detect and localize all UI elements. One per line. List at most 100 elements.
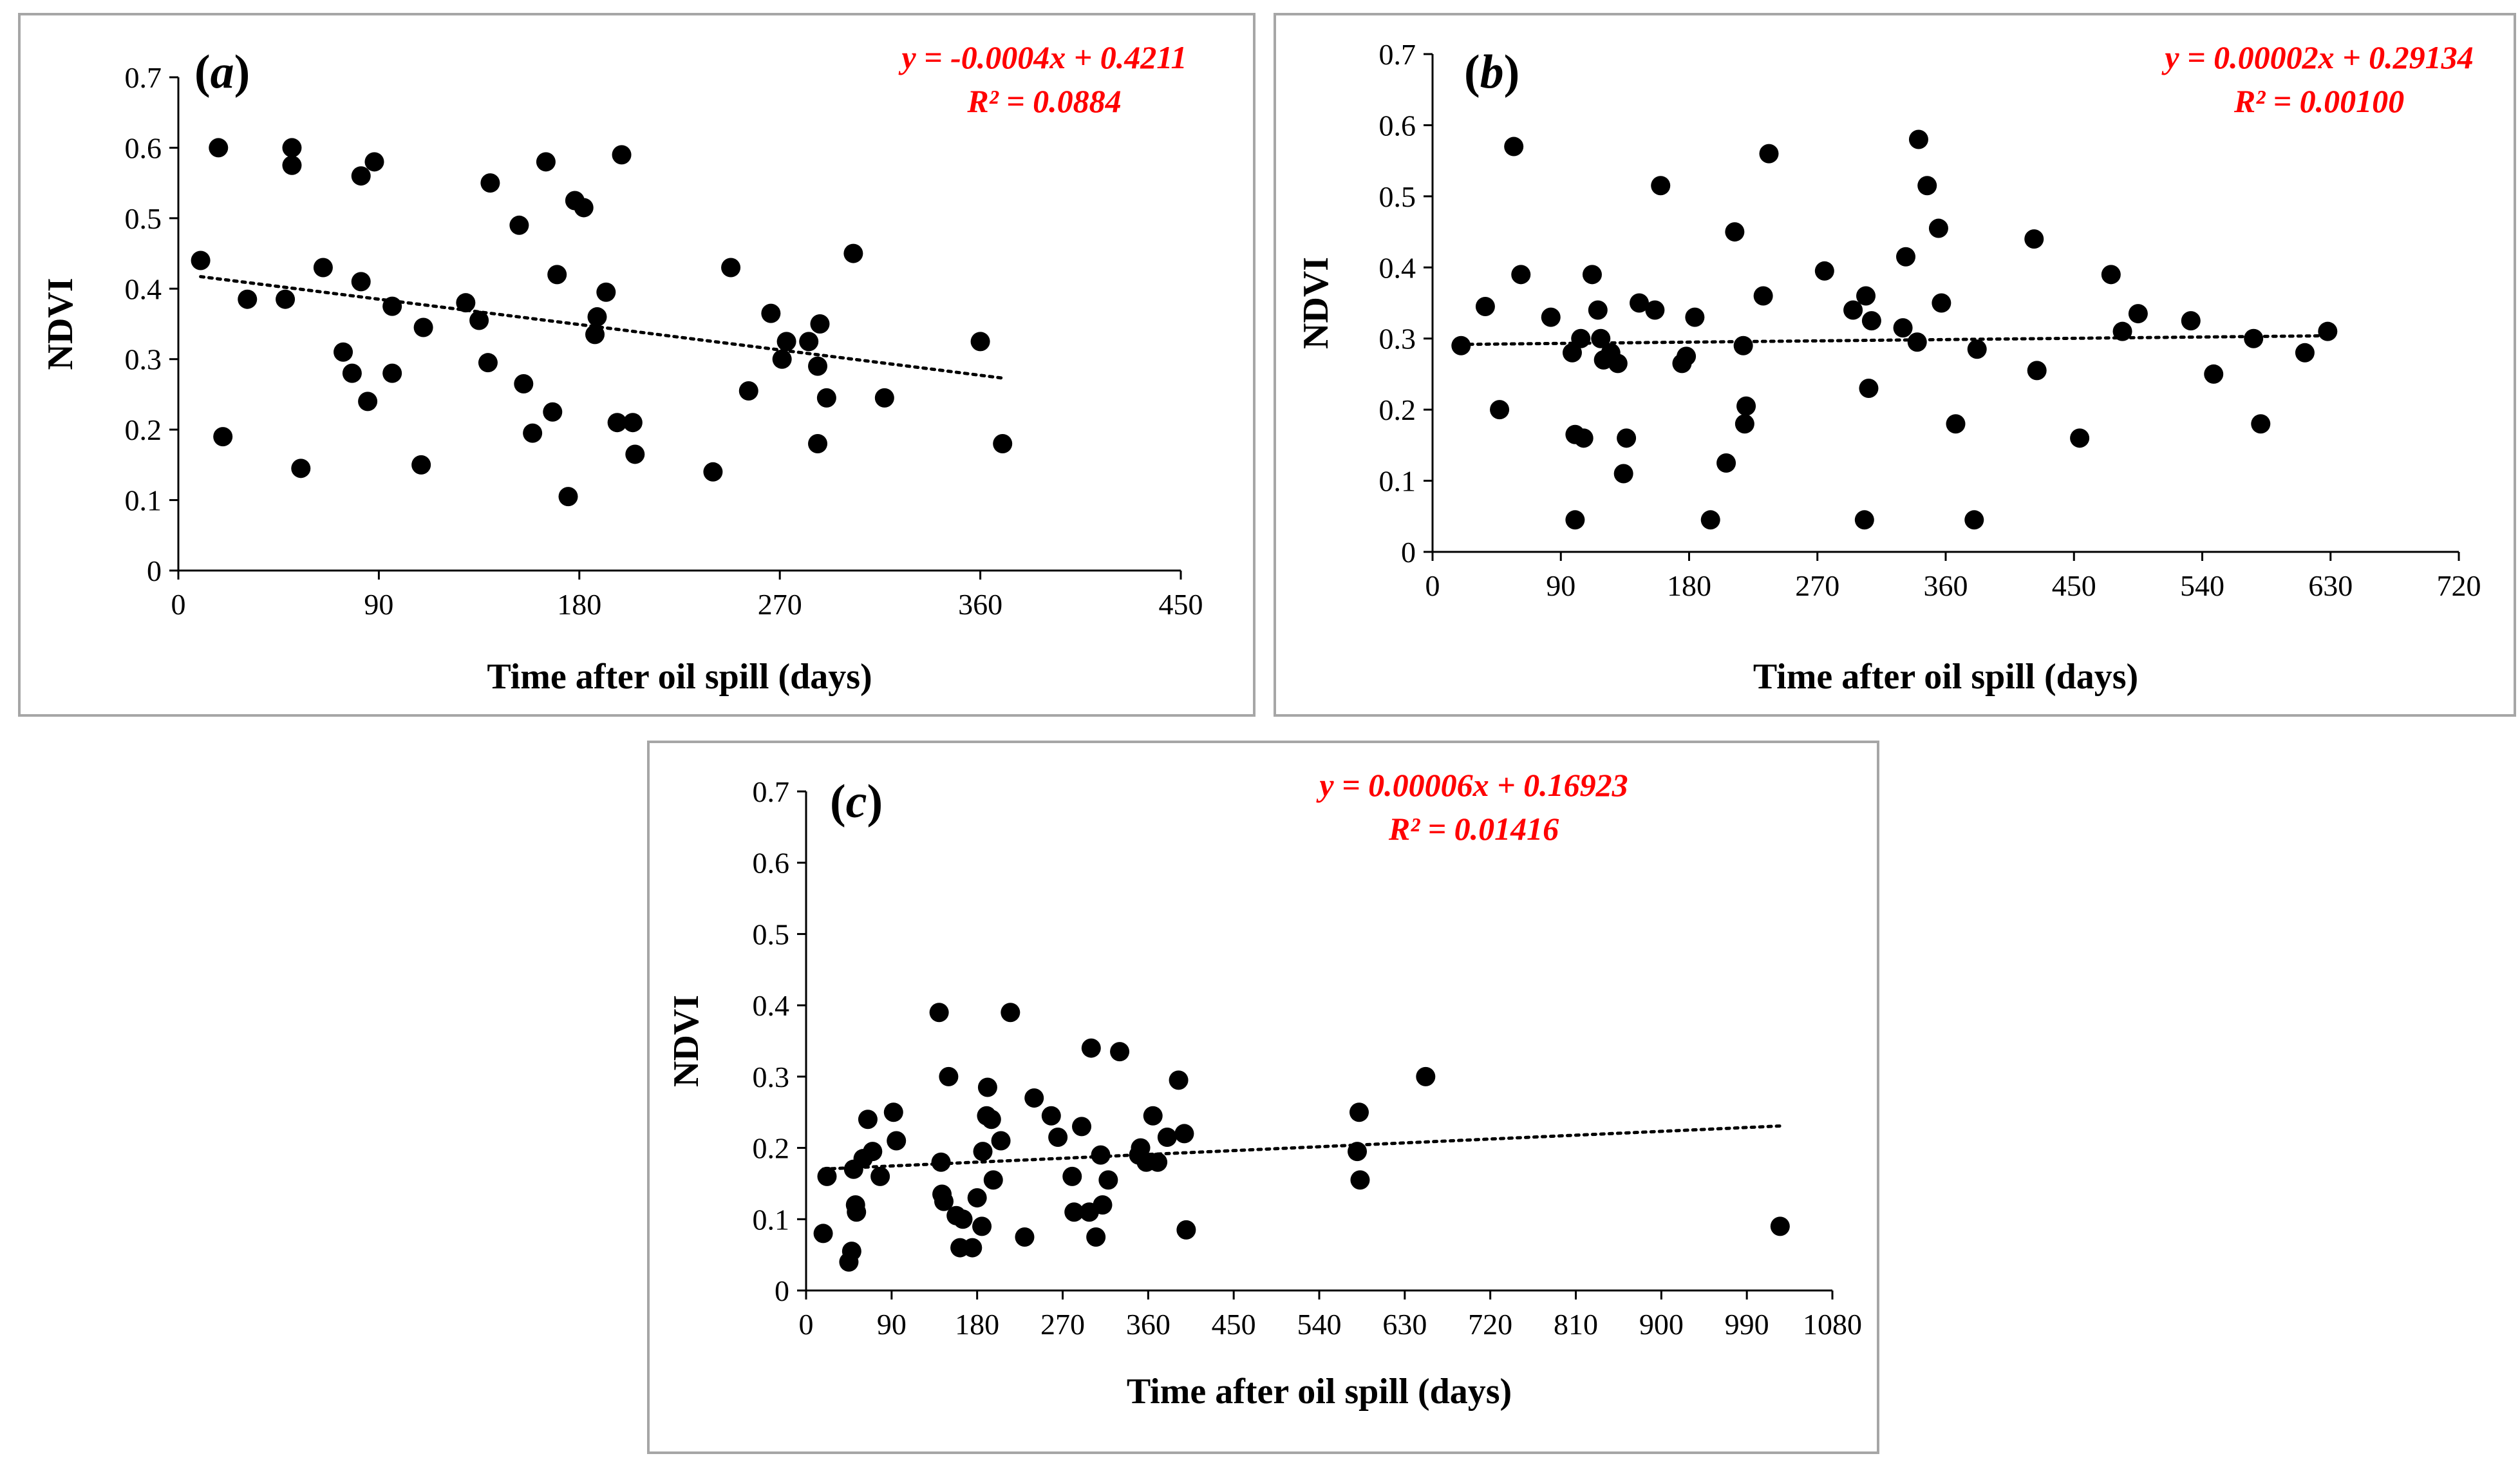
y-axis-title: NDVI: [666, 995, 706, 1087]
data-point: [883, 1102, 903, 1122]
x-tick-label: 540: [1297, 1308, 1342, 1341]
y-tick-label: 0.7: [1379, 38, 1416, 71]
data-point: [939, 1066, 959, 1086]
data-point: [1176, 1220, 1196, 1240]
data-point: [967, 1188, 987, 1208]
x-tick-label: 450: [1212, 1308, 1256, 1341]
data-point: [574, 198, 594, 218]
data-point: [1967, 339, 1987, 359]
data-point: [1562, 343, 1582, 363]
data-point: [2181, 311, 2201, 331]
y-tick-label: 0.2: [1379, 393, 1416, 426]
data-point: [858, 1110, 878, 1129]
data-point: [382, 296, 402, 316]
chart-panel-b: 0 0.1 0.2 0.3 0.4 0.5 0.6 0.7 0 90 180 270 360 450 540…: [1274, 13, 2516, 717]
y-tick-label: 0.4: [1379, 251, 1416, 284]
y-tick-label: 0: [1401, 536, 1416, 569]
data-point: [1041, 1106, 1061, 1126]
y-tick-label: 0.3: [1379, 323, 1416, 355]
data-point: [547, 265, 567, 285]
x-tick-label: 180: [955, 1308, 999, 1341]
data-point: [1148, 1152, 1168, 1172]
data-point: [1856, 286, 1876, 306]
y-tick-label: 0.3: [125, 343, 162, 376]
y-tick-label: 0.6: [125, 131, 162, 164]
data-point: [1350, 1170, 1370, 1190]
data-point: [813, 1224, 833, 1243]
x-tick-label: 90: [364, 588, 393, 621]
data-point: [808, 356, 828, 376]
data-point: [364, 152, 384, 172]
data-point: [509, 215, 529, 235]
data-point: [1651, 176, 1671, 196]
data-point: [1064, 1202, 1084, 1222]
data-point: [963, 1238, 983, 1258]
data-point: [1098, 1170, 1118, 1190]
x-tick-label: 630: [2308, 569, 2353, 602]
data-point: [931, 1152, 951, 1172]
y-tick-label: 0.7: [753, 775, 790, 808]
data-point: [1588, 300, 1608, 320]
data-point: [1608, 354, 1628, 373]
data-point: [1928, 218, 1948, 238]
data-point: [1072, 1117, 1092, 1137]
panel-label: (b): [1464, 46, 1519, 99]
x-tick-label: 180: [1667, 569, 1711, 602]
data-point: [2244, 328, 2264, 348]
data-point: [1582, 265, 1602, 285]
data-point: [983, 1170, 1003, 1190]
data-point: [842, 1242, 861, 1262]
x-tick-label: 450: [1159, 588, 1203, 621]
data-point: [558, 487, 578, 507]
y-axis-title: NDVI: [41, 278, 80, 370]
data-point: [1093, 1195, 1113, 1215]
y-tick-label: 0.3: [753, 1061, 790, 1093]
data-point: [2112, 321, 2132, 341]
data-point: [1843, 300, 1863, 320]
data-point: [977, 1077, 997, 1097]
y-tick-label: 0.6: [753, 847, 790, 880]
data-point: [1511, 265, 1531, 285]
data-point: [1964, 510, 1984, 530]
data-point: [623, 413, 643, 433]
data-point: [1932, 293, 1951, 313]
y-tick-label: 0.1: [1379, 465, 1416, 498]
data-point: [1086, 1227, 1106, 1247]
data-point: [1475, 297, 1495, 317]
data-point: [1015, 1227, 1035, 1247]
data-point: [887, 1131, 907, 1151]
data-point: [2027, 361, 2047, 381]
data-point: [413, 317, 433, 337]
x-tick-label: 90: [1546, 569, 1575, 602]
data-point: [1859, 379, 1879, 399]
data-point: [313, 258, 333, 278]
y-tick-label: 0.4: [125, 272, 162, 305]
data-point: [972, 1216, 992, 1236]
x-tick-label: 360: [958, 588, 1002, 621]
data-point: [1814, 261, 1834, 281]
data-point: [1946, 414, 1966, 434]
data-point: [816, 388, 836, 408]
data-point: [213, 427, 233, 447]
x-tick-label: 540: [2180, 569, 2224, 602]
data-point: [291, 458, 311, 478]
data-point: [2318, 321, 2338, 341]
data-point: [282, 155, 302, 175]
chart-panel-a: 0 0.1 0.2 0.3 0.4 0.5 0.6 0.7 0 90 180 270 360 450 Tim…: [18, 13, 1255, 717]
data-point: [1861, 311, 1881, 331]
x-tick-label: 360: [1126, 1308, 1171, 1341]
data-point: [1081, 1038, 1101, 1058]
data-point: [191, 250, 211, 270]
data-point: [1759, 144, 1779, 164]
x-tick-label: 270: [758, 588, 802, 621]
x-axis-title: Time after oil spill (days): [487, 657, 872, 697]
data-point: [587, 307, 607, 327]
data-point: [209, 138, 229, 158]
data-point: [612, 145, 632, 165]
regression-equation: y = -0.0004x + 0.4211: [898, 39, 1187, 75]
data-point: [543, 402, 563, 422]
data-point: [1348, 1142, 1368, 1162]
data-point: [993, 434, 1013, 454]
data-point: [703, 462, 723, 482]
data-point: [761, 303, 781, 323]
